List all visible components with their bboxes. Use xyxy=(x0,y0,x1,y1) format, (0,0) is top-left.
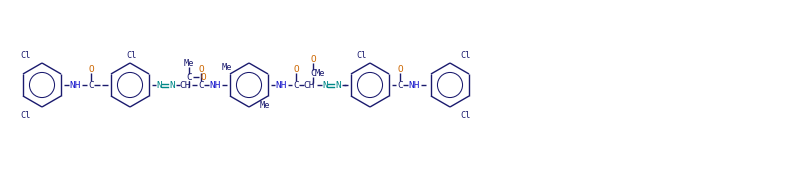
Text: Me: Me xyxy=(184,58,195,67)
Text: Cl: Cl xyxy=(127,50,137,59)
Text: O: O xyxy=(310,55,316,64)
Text: Me: Me xyxy=(260,100,270,109)
Text: O: O xyxy=(88,64,94,73)
Text: CH: CH xyxy=(179,81,191,89)
Text: Me: Me xyxy=(314,69,325,78)
Text: C: C xyxy=(397,81,403,89)
Text: Me: Me xyxy=(221,63,232,72)
Text: O: O xyxy=(293,64,299,73)
Text: CH: CH xyxy=(303,81,314,89)
Text: Cl: Cl xyxy=(461,50,471,59)
Text: Cl: Cl xyxy=(357,50,367,59)
Text: N: N xyxy=(156,81,162,89)
Text: C: C xyxy=(293,81,299,89)
Text: O: O xyxy=(198,64,204,73)
Text: O: O xyxy=(397,64,403,73)
Text: NH: NH xyxy=(69,81,80,89)
Text: N: N xyxy=(322,81,328,89)
Text: NH: NH xyxy=(210,81,221,89)
Text: Cl: Cl xyxy=(20,110,32,120)
Text: C: C xyxy=(310,69,316,78)
Text: C: C xyxy=(186,72,191,81)
Text: O: O xyxy=(200,72,206,81)
Text: Cl: Cl xyxy=(20,50,32,59)
Text: NH: NH xyxy=(408,81,420,89)
Text: N: N xyxy=(335,81,341,89)
Text: N: N xyxy=(169,81,175,89)
Text: C: C xyxy=(198,81,204,89)
Text: Cl: Cl xyxy=(461,110,471,120)
Text: C: C xyxy=(88,81,94,89)
Text: NH: NH xyxy=(275,81,287,89)
